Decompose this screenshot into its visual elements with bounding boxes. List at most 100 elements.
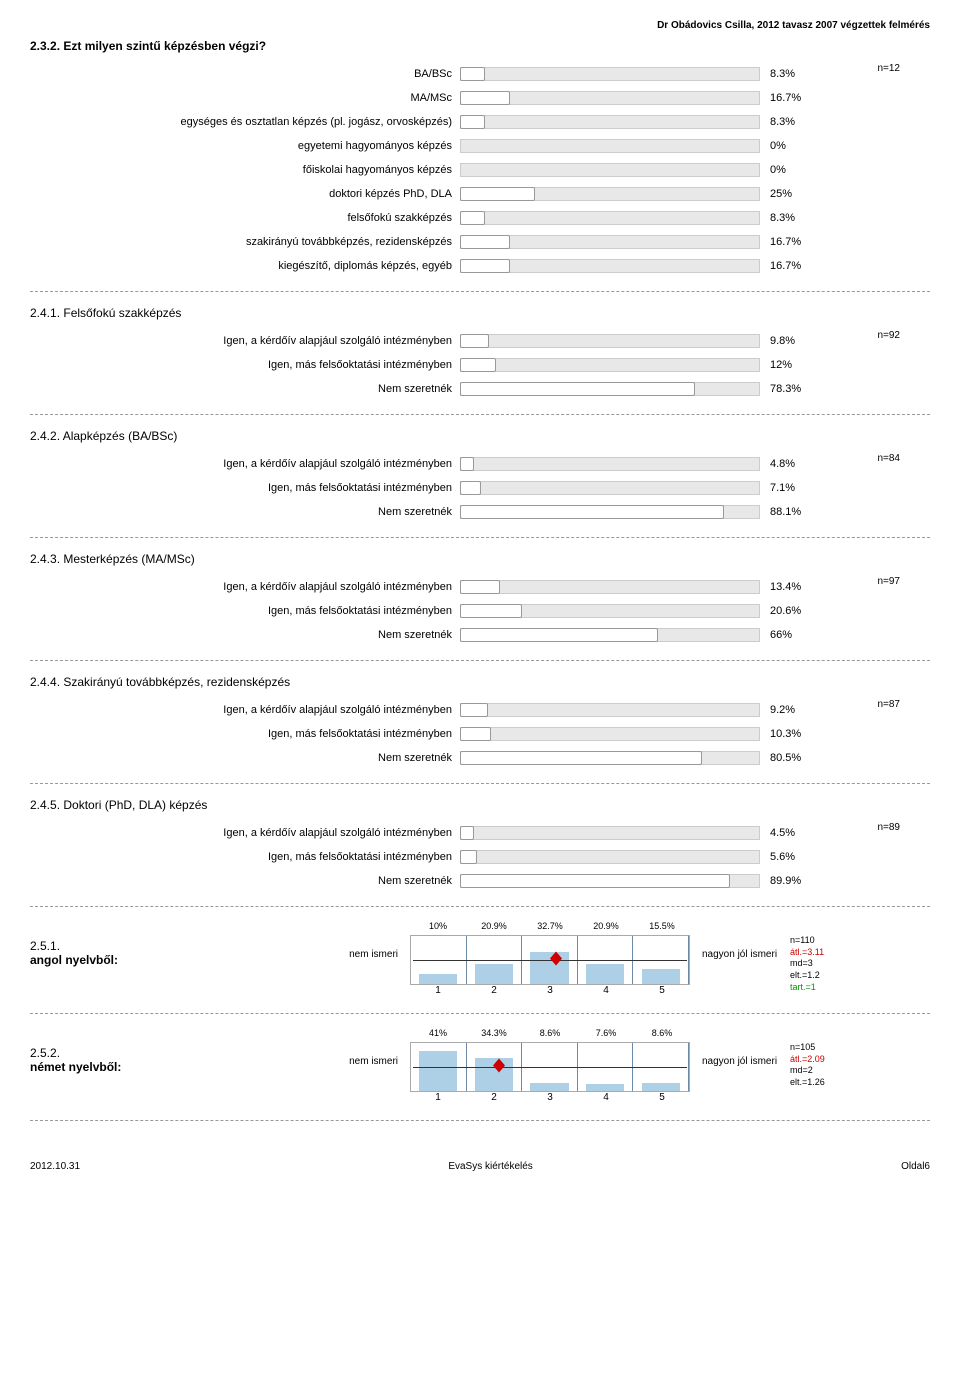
q232-section: n=12 BA/BSc8.3%MA/MSc16.7%egységes és os… bbox=[30, 63, 930, 277]
likert-left-label: nem ismeri bbox=[210, 1028, 410, 1067]
bar-fill bbox=[460, 850, 477, 864]
bar-fill bbox=[460, 382, 695, 396]
bar-track bbox=[460, 703, 760, 717]
footer-page: Oldal6 bbox=[901, 1161, 930, 1172]
bar-fill bbox=[460, 628, 658, 642]
likert-axis: 12345 bbox=[410, 1092, 690, 1106]
likert-axis-tick: 1 bbox=[410, 985, 466, 999]
bar-pct: 16.7% bbox=[770, 236, 820, 248]
divider bbox=[30, 291, 930, 292]
bar-pct: 12% bbox=[770, 359, 820, 371]
likert-chart bbox=[410, 1042, 690, 1092]
footer-date: 2012.10.31 bbox=[30, 1161, 80, 1172]
bar-pct: 89.9% bbox=[770, 875, 820, 887]
bar-fill bbox=[460, 67, 485, 81]
bar-pct: 78.3% bbox=[770, 383, 820, 395]
likert-right-label: nagyon jól ismeri bbox=[690, 921, 790, 960]
q244-title: 2.4.4. Szakirányú továbbképzés, rezidens… bbox=[30, 675, 930, 689]
likert-axis-tick: 5 bbox=[634, 1092, 690, 1106]
likert-axis-tick: 3 bbox=[522, 1092, 578, 1106]
divider bbox=[30, 414, 930, 415]
likert-right-label: nagyon jól ismeri bbox=[690, 1028, 790, 1067]
bar-pct: 0% bbox=[770, 164, 820, 176]
bar-track bbox=[460, 163, 760, 177]
likert-axis-tick: 1 bbox=[410, 1092, 466, 1106]
bar-track bbox=[460, 115, 760, 129]
bar-label: doktori képzés PhD, DLA bbox=[30, 188, 460, 200]
bar-row: Igen, a kérdőív alapjául szolgáló intézm… bbox=[30, 330, 930, 352]
bar-pct: 8.3% bbox=[770, 212, 820, 224]
bar-row: Nem szeretnék78.3% bbox=[30, 378, 930, 400]
q242-section: n=84 Igen, a kérdőív alapjául szolgáló i… bbox=[30, 453, 930, 523]
bar-pct: 80.5% bbox=[770, 752, 820, 764]
likert-bar bbox=[586, 964, 624, 984]
likert-bar bbox=[475, 964, 513, 984]
likert-bar bbox=[419, 1051, 457, 1091]
bar-track bbox=[460, 751, 760, 765]
bar-label: Nem szeretnék bbox=[30, 875, 460, 887]
likert-stats: n=110átl.=3.11md=3elt.=1.2tart.=1 bbox=[790, 921, 870, 993]
likert-title: 2.5.2.német nyelvből: bbox=[30, 1028, 210, 1074]
q242-n: n=84 bbox=[877, 453, 900, 464]
likert-pcts: 10%20.9%32.7%20.9%15.5% bbox=[410, 921, 690, 935]
likert-section: 2.5.1.angol nyelvből:nem ismeri10%20.9%3… bbox=[30, 921, 930, 999]
bar-track bbox=[460, 727, 760, 741]
q245-n: n=89 bbox=[877, 822, 900, 833]
likert-axis-tick: 4 bbox=[578, 1092, 634, 1106]
likert-pct-value: 20.9% bbox=[466, 921, 522, 935]
bar-row: Igen, más felsőoktatási intézményben5.6% bbox=[30, 846, 930, 868]
bar-track bbox=[460, 91, 760, 105]
bar-track bbox=[460, 139, 760, 153]
likert-body: 10%20.9%32.7%20.9%15.5%12345 bbox=[410, 921, 690, 999]
likert-chart bbox=[410, 935, 690, 985]
q245-title: 2.4.5. Doktori (PhD, DLA) képzés bbox=[30, 798, 930, 812]
q232-title: 2.3.2. Ezt milyen szintű képzésben végzi… bbox=[30, 39, 930, 53]
bar-label: Igen, más felsőoktatási intézményben bbox=[30, 728, 460, 740]
bar-track bbox=[460, 235, 760, 249]
bar-row: Igen, más felsőoktatási intézményben 20.6… bbox=[30, 600, 930, 622]
bar-pct: 66% bbox=[770, 629, 820, 641]
q241-title: 2.4.1. Felsőfokú szakképzés bbox=[30, 306, 930, 320]
bar-track bbox=[460, 505, 760, 519]
bar-fill bbox=[460, 604, 522, 618]
bar-fill bbox=[460, 358, 496, 372]
bar-label: Igen, más felsőoktatási intézményben bbox=[30, 359, 460, 371]
bar-track bbox=[460, 826, 760, 840]
bar-fill bbox=[460, 505, 724, 519]
bar-fill bbox=[460, 481, 481, 495]
bar-track bbox=[460, 67, 760, 81]
bar-pct: 25% bbox=[770, 188, 820, 200]
page-header: Dr Obádovics Csilla, 2012 tavasz 2007 vé… bbox=[30, 20, 930, 31]
bar-row: Igen, a kérdőív alapjául szolgáló intézm… bbox=[30, 822, 930, 844]
bar-label: Igen, más felsőoktatási intézményben bbox=[30, 482, 460, 494]
bar-label: MA/MSc bbox=[30, 92, 460, 104]
bar-label: kiegészítő, diplomás képzés, egyéb bbox=[30, 260, 460, 272]
divider bbox=[30, 537, 930, 538]
likert-axis-tick: 4 bbox=[578, 985, 634, 999]
q243-n: n=97 bbox=[877, 576, 900, 587]
likert-title: 2.5.1.angol nyelvből: bbox=[30, 921, 210, 967]
likert-body: 41%34.3%8.6%7.6%8.6%12345 bbox=[410, 1028, 690, 1106]
likert-pct-value: 15.5% bbox=[634, 921, 690, 935]
bar-track bbox=[460, 259, 760, 273]
bar-fill bbox=[460, 703, 488, 717]
bar-row: egyetemi hagyományos képzés0% bbox=[30, 135, 930, 157]
bar-pct: 20.6% bbox=[770, 605, 820, 617]
bar-fill bbox=[460, 187, 535, 201]
likert-pct-value: 7.6% bbox=[578, 1028, 634, 1042]
likert-pct-value: 10% bbox=[410, 921, 466, 935]
bar-track bbox=[460, 358, 760, 372]
likert-axis-tick: 3 bbox=[522, 985, 578, 999]
likert-axis-tick: 5 bbox=[634, 985, 690, 999]
bar-label: Igen, más felsőoktatási intézményben bbox=[30, 605, 460, 617]
page-footer: 2012.10.31 EvaSys kiértékelés Oldal6 bbox=[30, 1161, 930, 1172]
bar-fill bbox=[460, 457, 474, 471]
divider bbox=[30, 1013, 930, 1014]
q245-section: n=89 Igen, a kérdőív alapjául szolgáló i… bbox=[30, 822, 930, 892]
bar-row: doktori képzés PhD, DLA 25% bbox=[30, 183, 930, 205]
bar-row: Nem szeretnék88.1% bbox=[30, 501, 930, 523]
bar-label: Nem szeretnék bbox=[30, 629, 460, 641]
likert-pct-value: 20.9% bbox=[578, 921, 634, 935]
bar-row: Igen, a kérdőív alapjául szolgáló intézm… bbox=[30, 576, 930, 598]
bar-pct: 9.2% bbox=[770, 704, 820, 716]
